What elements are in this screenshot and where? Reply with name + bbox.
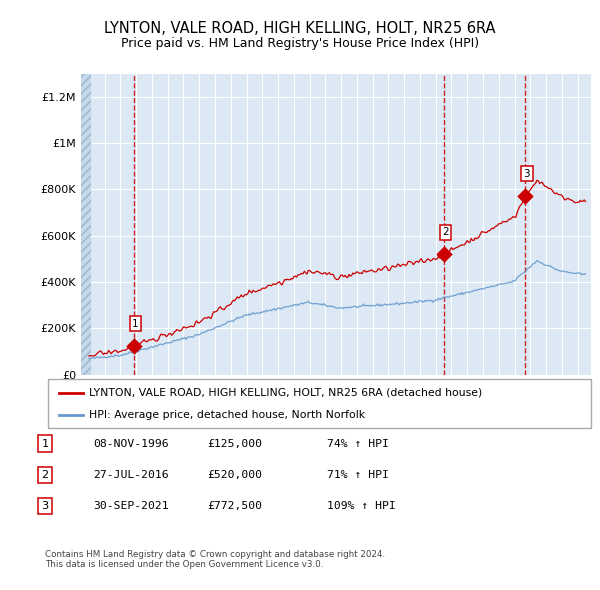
Point <box>520 191 530 201</box>
Text: 3: 3 <box>41 502 49 511</box>
Text: LYNTON, VALE ROAD, HIGH KELLING, HOLT, NR25 6RA (detached house): LYNTON, VALE ROAD, HIGH KELLING, HOLT, N… <box>89 388 482 398</box>
Text: 109% ↑ HPI: 109% ↑ HPI <box>327 502 396 511</box>
Text: 30-SEP-2021: 30-SEP-2021 <box>93 502 169 511</box>
Text: 2: 2 <box>442 227 449 237</box>
Point <box>439 250 448 259</box>
Text: HPI: Average price, detached house, North Norfolk: HPI: Average price, detached house, Nort… <box>89 410 365 420</box>
Text: £520,000: £520,000 <box>207 470 262 480</box>
Bar <box>81 74 91 375</box>
Text: Price paid vs. HM Land Registry's House Price Index (HPI): Price paid vs. HM Land Registry's House … <box>121 37 479 50</box>
Text: 1: 1 <box>132 319 139 329</box>
Text: £125,000: £125,000 <box>207 439 262 448</box>
Point <box>129 341 139 350</box>
Text: LYNTON, VALE ROAD, HIGH KELLING, HOLT, NR25 6RA: LYNTON, VALE ROAD, HIGH KELLING, HOLT, N… <box>104 21 496 35</box>
Text: 08-NOV-1996: 08-NOV-1996 <box>93 439 169 448</box>
Text: 74% ↑ HPI: 74% ↑ HPI <box>327 439 389 448</box>
Text: 27-JUL-2016: 27-JUL-2016 <box>93 470 169 480</box>
Text: 2: 2 <box>41 470 49 480</box>
Text: £772,500: £772,500 <box>207 502 262 511</box>
Text: 71% ↑ HPI: 71% ↑ HPI <box>327 470 389 480</box>
Text: 3: 3 <box>524 169 530 179</box>
Text: Contains HM Land Registry data © Crown copyright and database right 2024.
This d: Contains HM Land Registry data © Crown c… <box>45 550 385 569</box>
Text: 1: 1 <box>41 439 49 448</box>
